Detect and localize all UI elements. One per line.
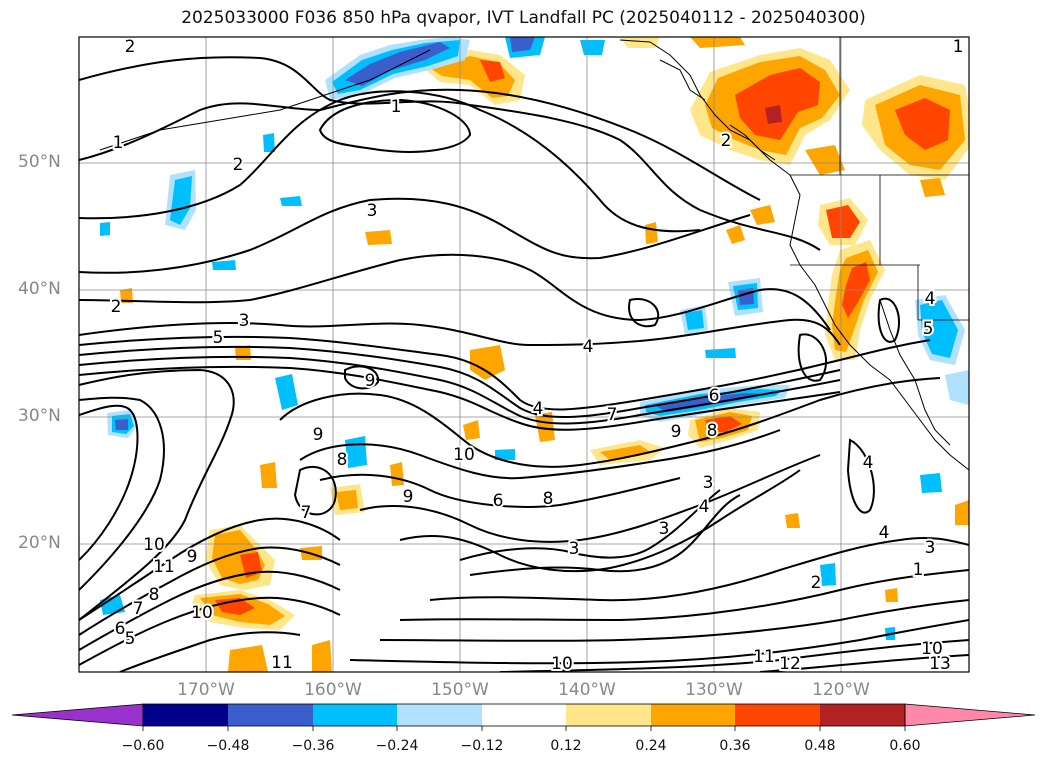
colorbar-tick-label: −0.12 bbox=[460, 738, 504, 754]
contour-label: 1 bbox=[953, 37, 964, 57]
contour-label: 3 bbox=[659, 519, 670, 539]
contour-label: 3 bbox=[925, 538, 936, 558]
contour-label: 11 bbox=[271, 653, 293, 673]
contour-label: 1 bbox=[113, 133, 124, 153]
positive-anomaly-shading bbox=[120, 37, 969, 672]
contour-label: 2 bbox=[233, 155, 244, 175]
contour-label: 2 bbox=[811, 573, 822, 593]
contour-label: 8 bbox=[337, 450, 348, 470]
contour-label: 8 bbox=[707, 421, 718, 441]
contour-label: 3 bbox=[569, 539, 580, 559]
contour-label: 10 bbox=[921, 639, 943, 659]
colorbar-tick-label: 0.60 bbox=[889, 738, 921, 754]
contour-label: 5 bbox=[125, 629, 136, 649]
lon-label: 160°W bbox=[304, 680, 362, 700]
contour-label: 9 bbox=[313, 425, 324, 445]
contour-label: 7 bbox=[301, 503, 312, 523]
contour-label: 3 bbox=[703, 473, 714, 493]
contour-labels: 2 1 2 1 2 3 2 3 5 4 9 4 7 6 9 8 10 9 8 9… bbox=[109, 37, 966, 674]
contour-label: 2 bbox=[111, 297, 122, 317]
contour-label: 5 bbox=[213, 328, 224, 348]
contour-label: 10 bbox=[143, 535, 165, 555]
contour-label: 7 bbox=[607, 405, 618, 425]
lat-label: 30°N bbox=[18, 406, 61, 426]
contour-label: 4 bbox=[533, 399, 544, 419]
colorbar-tick-label: 0.24 bbox=[635, 738, 667, 754]
colorbar-bin bbox=[482, 704, 566, 726]
contour-label: 12 bbox=[779, 654, 801, 674]
contour-label: 8 bbox=[543, 489, 554, 509]
contour-label: 3 bbox=[239, 311, 250, 331]
contour-label: 4 bbox=[863, 453, 874, 473]
contour-label: 2 bbox=[721, 131, 732, 151]
lon-label: 140°W bbox=[558, 680, 616, 700]
contour-label: 11 bbox=[753, 647, 775, 667]
lat-label: 50°N bbox=[18, 152, 61, 172]
colorbar-bin bbox=[566, 704, 651, 726]
lat-label: 20°N bbox=[18, 533, 61, 553]
contour-label: 8 bbox=[149, 585, 160, 605]
contour-label: 4 bbox=[925, 289, 936, 309]
contour-label: 6 bbox=[115, 619, 126, 639]
contour-label: 5 bbox=[923, 319, 934, 339]
contour-label: 2 bbox=[125, 37, 136, 57]
colorbar-bin bbox=[651, 704, 735, 726]
lon-label: 170°W bbox=[177, 680, 235, 700]
contour-label: 4 bbox=[879, 523, 890, 543]
graticule bbox=[79, 37, 969, 672]
colorbar-tick-label: −0.36 bbox=[291, 738, 335, 754]
contour-label: 11 bbox=[153, 557, 175, 577]
ivt-contours bbox=[79, 56, 969, 672]
colorbar-tick-label: −0.60 bbox=[121, 738, 165, 754]
contour-label: 13 bbox=[929, 654, 951, 674]
contour-label: 9 bbox=[365, 371, 376, 391]
colorbar-tick-label: 0.36 bbox=[719, 738, 751, 754]
map-frame bbox=[78, 36, 970, 673]
contour-label: 1 bbox=[391, 97, 402, 117]
contour-label: 6 bbox=[709, 386, 720, 406]
colorbar-tick-label: 0.12 bbox=[550, 738, 582, 754]
contour-label: 6 bbox=[493, 491, 504, 511]
contour-label: 4 bbox=[699, 497, 710, 517]
colorbar bbox=[11, 703, 1036, 731]
contour-label: 1 bbox=[913, 560, 924, 580]
map-title: 2025033000 F036 850 hPa qvapor, IVT Land… bbox=[181, 8, 866, 28]
contour-label: 9 bbox=[671, 422, 682, 442]
colorbar-bin bbox=[397, 704, 482, 726]
colorbar-bin bbox=[735, 704, 820, 726]
colorbar-tick-label: 0.48 bbox=[804, 738, 836, 754]
contour-label: 7 bbox=[133, 599, 144, 619]
borders bbox=[790, 37, 969, 321]
lon-label: 150°W bbox=[431, 680, 489, 700]
colorbar-bin bbox=[313, 704, 397, 726]
contour-label: 10 bbox=[191, 603, 213, 623]
contour-label: 9 bbox=[187, 547, 198, 567]
colorbar-bin bbox=[820, 704, 905, 726]
lon-label: 130°W bbox=[685, 680, 743, 700]
lon-label: 120°W bbox=[812, 680, 870, 700]
contour-label: 10 bbox=[453, 445, 475, 465]
colorbar-extend-min bbox=[11, 703, 144, 727]
contour-label: 4 bbox=[583, 337, 594, 357]
colorbar-extend-max bbox=[904, 703, 1036, 727]
contour-label: 3 bbox=[367, 201, 378, 221]
lat-label: 40°N bbox=[18, 279, 61, 299]
contour-label: 9 bbox=[403, 487, 414, 507]
colorbar-bin bbox=[143, 704, 228, 726]
colorbar-tick-label: −0.24 bbox=[375, 738, 419, 754]
colorbar-tick-label: −0.48 bbox=[206, 738, 250, 754]
contour-label: 10 bbox=[551, 654, 573, 674]
colorbar-bin bbox=[228, 704, 313, 726]
